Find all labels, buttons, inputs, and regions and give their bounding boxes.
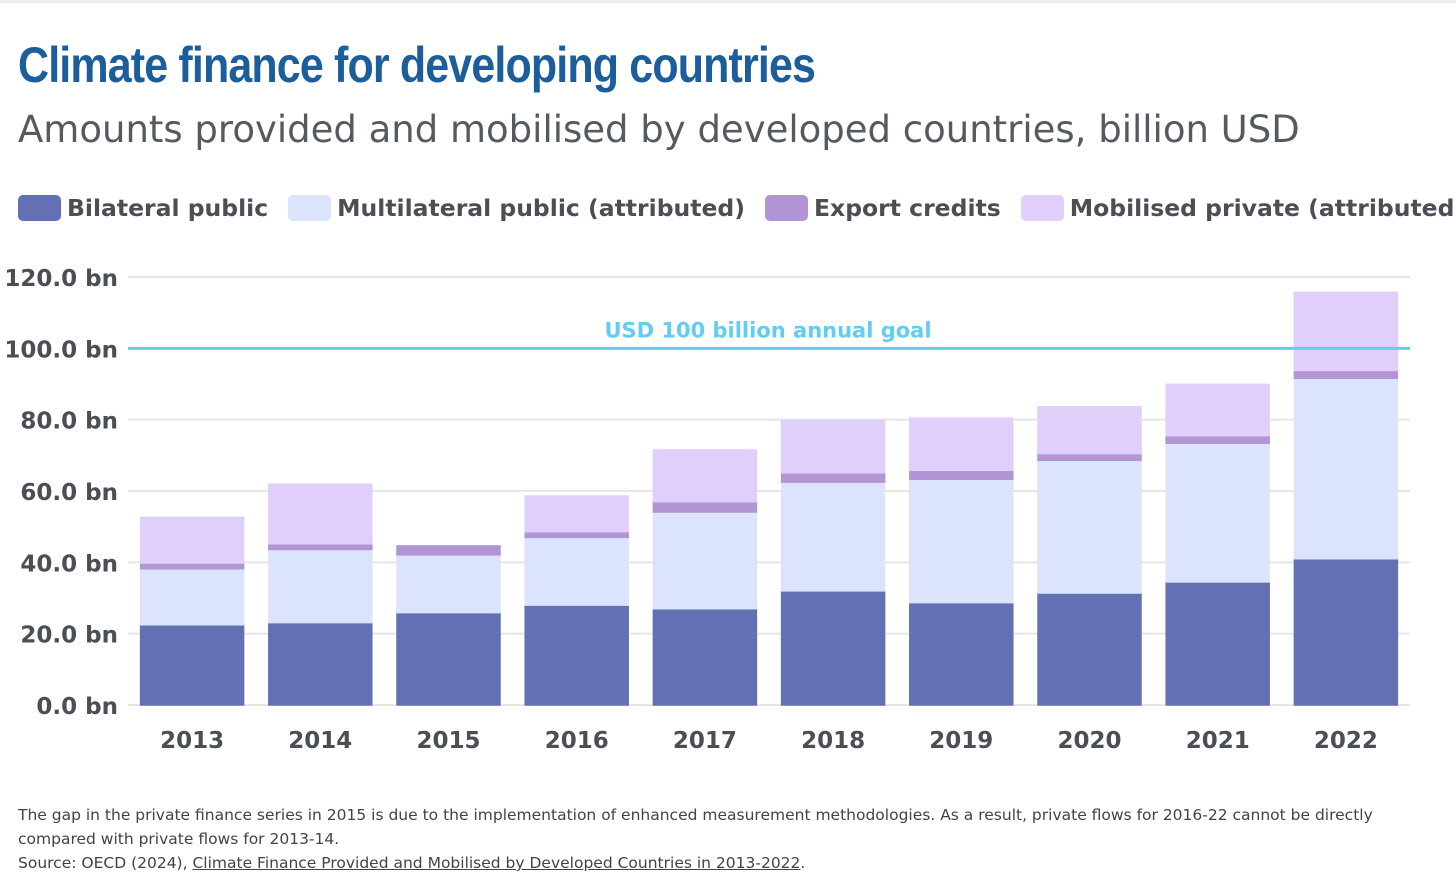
bar-segment <box>780 481 886 592</box>
legend-label: Export credits <box>813 194 1001 222</box>
bar-segment <box>396 611 501 706</box>
chart-subtitle: Amounts provided and mobilised by develo… <box>18 108 1300 151</box>
x-tick-label: 2019 <box>929 728 993 754</box>
bar-segment <box>1037 592 1142 706</box>
bar-segment <box>139 624 245 706</box>
bar-segment <box>1037 452 1142 462</box>
bar-segment <box>652 500 758 513</box>
goal-line-label: USD 100 billion annual goal <box>604 318 931 342</box>
legend-swatch <box>18 195 61 221</box>
bar-segment <box>268 483 373 545</box>
bar-segment <box>652 511 758 610</box>
x-tick-label: 2014 <box>288 728 352 754</box>
bar-segment <box>1293 369 1399 380</box>
y-tick-label: 100.0 bn <box>4 337 118 363</box>
bar-segment <box>1165 383 1270 437</box>
top-divider <box>0 0 1456 3</box>
bar-segment <box>268 548 373 624</box>
footnote-source-prefix: Source: OECD (2024), <box>18 854 193 872</box>
bar-segment <box>524 604 629 706</box>
legend-swatch <box>1020 195 1064 221</box>
bar-segment <box>1293 291 1399 372</box>
bar-segment <box>139 562 245 570</box>
footnote-note: The gap in the private finance series in… <box>18 806 1373 848</box>
bar-segment <box>524 530 629 539</box>
bar-segment <box>1165 434 1270 444</box>
y-tick-label: 0.0 bn <box>36 694 118 720</box>
y-tick-label: 80.0 bn <box>20 409 118 435</box>
bar-segment <box>1293 377 1399 560</box>
bar-segment <box>909 469 1014 480</box>
source-link[interactable]: Climate Finance Provided and Mobilised b… <box>192 854 801 872</box>
bar-segment <box>1293 558 1399 706</box>
y-tick-label: 20.0 bn <box>20 623 118 649</box>
bar-segment <box>139 568 245 626</box>
x-tick-label: 2022 <box>1314 728 1378 754</box>
bar-segment <box>396 545 501 556</box>
y-tick-label: 60.0 bn <box>20 480 118 506</box>
x-tick-label: 2018 <box>801 728 865 754</box>
x-tick-label: 2021 <box>1186 728 1250 754</box>
bar-segment <box>268 621 373 706</box>
footnote: The gap in the private finance series in… <box>18 803 1438 875</box>
x-tick-label: 2013 <box>160 728 224 754</box>
bar-segment <box>524 536 629 606</box>
bar-segment <box>652 607 758 706</box>
bar-segment <box>524 495 629 533</box>
legend-label: Multilateral public (attributed) <box>337 194 745 222</box>
bar-segment <box>780 472 886 483</box>
y-tick-label: 120.0 bn <box>4 266 118 292</box>
bar-segment <box>780 590 886 706</box>
legend-swatch <box>288 195 332 221</box>
y-tick-label: 40.0 bn <box>20 551 118 577</box>
x-tick-label: 2017 <box>673 728 737 754</box>
bar-segment <box>1165 442 1270 583</box>
legend-item-export-credits[interactable]: Export credits <box>764 194 1001 222</box>
bar-segment <box>268 543 373 551</box>
bar-segment <box>1165 581 1270 706</box>
x-tick-label: 2020 <box>1057 728 1121 754</box>
legend: Bilateral public Multilateral public (at… <box>18 194 1456 222</box>
bar-segment <box>909 478 1014 604</box>
legend-label: Bilateral public <box>67 194 269 222</box>
chart-title: Climate finance for developing countries <box>18 37 816 93</box>
x-tick-label: 2015 <box>416 728 480 754</box>
bar-segment <box>139 516 245 564</box>
legend-item-multilateral-public[interactable]: Multilateral public (attributed) <box>288 194 745 222</box>
legend-swatch <box>764 195 808 221</box>
bar-segment <box>1037 406 1142 455</box>
bar-segment <box>1037 459 1142 594</box>
bar-segment <box>909 417 1014 472</box>
bar-segment <box>652 449 758 503</box>
legend-item-mobilised-private[interactable]: Mobilised private (attributed) <box>1020 194 1456 222</box>
bar-segment <box>780 419 886 474</box>
bar-segment <box>909 601 1014 706</box>
legend-item-bilateral-public[interactable]: Bilateral public <box>18 194 268 222</box>
x-tick-label: 2016 <box>545 728 609 754</box>
legend-label: Mobilised private (attributed) <box>1069 194 1456 222</box>
bar-segment <box>396 554 501 614</box>
footnote-source-suffix: . <box>800 854 806 872</box>
